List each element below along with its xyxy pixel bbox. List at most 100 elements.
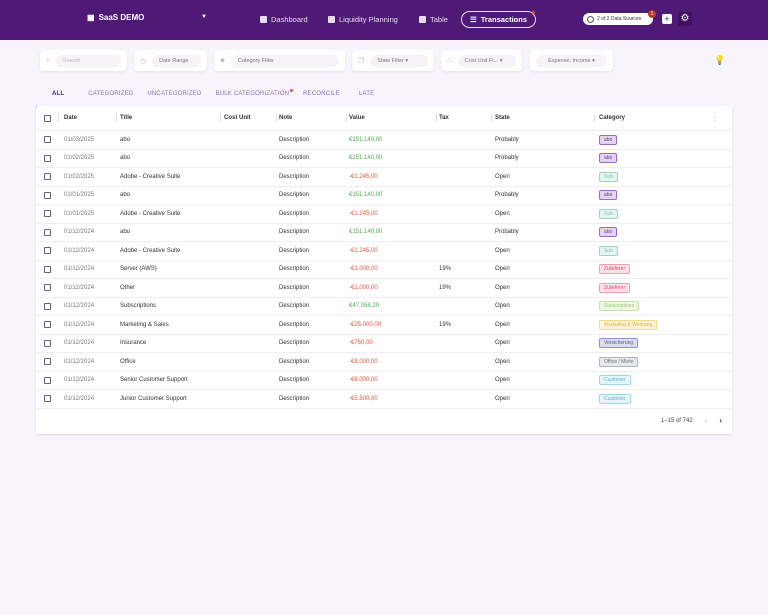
table-row[interactable]: 01/12/2024 Marketing & Sales Description -€… [36,316,732,335]
table-row[interactable]: 01/12/2024 Office Description -€8.000,00 Ope… [36,353,732,372]
row-checkbox[interactable] [44,247,51,255]
category-chip[interactable]: abo [599,153,618,164]
row-checkbox[interactable] [44,210,51,218]
column-date[interactable]: Date [64,115,78,121]
prev-page-icon[interactable]: ‹ [704,416,708,425]
date-cell: 01/12/2024 [64,266,95,273]
category-chip[interactable]: Office / Miete [599,356,639,367]
category-chip[interactable]: Customer [599,393,631,404]
search-filter[interactable]: ⌕ Search [40,50,127,71]
next-page-icon[interactable]: › [719,416,722,425]
table-row[interactable]: 01/12/2024 Junior Customer Support Descrip… [36,390,732,409]
table-row[interactable]: 01/02/2025 abo Description €151.140,00 Proba… [36,150,732,168]
gear-icon[interactable]: ⚙ [678,12,692,26]
tag-icon: ⬥ [220,56,225,64]
row-checkbox[interactable] [44,173,51,181]
clock-icon: ◷ [140,57,147,65]
nav-table[interactable]: Table [419,11,448,28]
row-checkbox[interactable] [44,339,51,347]
value-cell: -€25.000,00 [349,321,382,328]
dashboard-icon [260,16,267,23]
table-row[interactable]: 01/12/2024 abo Description €151.140,00 Proba… [36,224,732,242]
row-checkbox[interactable] [44,265,51,273]
category-chip[interactable]: abo [599,227,618,238]
lightbulb-icon[interactable]: 💡 [714,55,726,65]
category-chip[interactable]: abo [599,190,618,201]
table-row[interactable]: 01/01/2025 abo Description €151.140,00 Proba… [36,187,732,205]
nav-dashboard[interactable]: Dashboard [260,11,308,28]
transactions-table: Date Title Cost Unit Note Value Tax Stat… [36,106,732,434]
type-filter[interactable]: Expense, Income ▾ [530,50,613,71]
title-cell: abo [120,155,131,162]
category-chip[interactable]: Subscriptions [599,301,640,312]
table-row[interactable]: 01/12/2024 Insurance Description -€750,00 Op… [36,335,732,353]
state-cell: Open [495,173,510,180]
category-filter[interactable]: ⬥ Category Filter [214,50,345,71]
row-checkbox[interactable] [44,228,51,236]
tab-late[interactable]: LATE [358,91,375,97]
state-cell: Open [495,395,510,402]
category-chip[interactable]: abo [599,134,618,145]
column-menu-icon[interactable]: ⋮ [712,115,718,122]
note-cell: Description [279,358,310,365]
row-checkbox[interactable] [44,358,51,366]
tab-bulk-categorization[interactable]: BULK CATEGORIZATION [216,89,294,108]
column-value[interactable]: Value [349,115,365,121]
category-chip[interactable]: Sub [599,208,618,219]
nav-transactions[interactable]: ☰ Transactions [461,11,537,28]
note-cell: Description [279,210,310,217]
row-checkbox[interactable] [44,154,51,162]
row-checkbox[interactable] [44,376,51,384]
row-checkbox[interactable] [44,302,51,310]
nav-liquidity-planning[interactable]: Liquidity Planning [328,11,398,28]
cost-unit-filter[interactable]: ⛬ Cost Unit Fi... ▾ [441,50,522,71]
column-tax[interactable]: Tax [439,115,449,121]
add-icon[interactable]: + [662,14,672,24]
column-category[interactable]: Category [599,115,626,121]
column-divider [276,114,277,122]
column-cost-unit[interactable]: Cost Unit [224,115,251,121]
row-checkbox[interactable] [44,136,51,144]
category-chip[interactable]: Zulieferer [599,282,631,293]
category-chip[interactable]: Zulieferer [599,264,631,275]
note-cell: Description [279,247,310,254]
data-sources-button[interactable]: 2 of 2 Data Sources [583,13,653,25]
column-note[interactable]: Note [279,115,293,121]
row-checkbox[interactable] [44,321,51,329]
date-range-filter[interactable]: ◷ Date Range [134,50,207,71]
category-chip[interactable]: Customer [599,375,631,386]
table-row[interactable]: 01/01/2025 Adobe - Creative Suite Descript… [36,205,732,224]
tab-categorized[interactable]: CATEGORIZED [88,91,134,97]
column-divider [116,114,117,122]
row-checkbox[interactable] [44,284,51,292]
table-row[interactable]: 01/12/2024 Senior Customer Support Descrip… [36,372,732,390]
column-state[interactable]: State [495,115,510,121]
table-row[interactable]: 01/12/2024 Subscriptions Description €47.05… [36,298,732,316]
table-row[interactable]: 01/03/2025 abo Description €151.140,00 Proba… [36,131,732,150]
tab-uncategorized[interactable]: UNCATEGORIZED [147,91,202,97]
notification-badge: 1 [648,10,656,18]
row-checkbox[interactable] [44,395,51,403]
table-row[interactable]: 01/12/2024 Server (AWS) Description -€1.000… [36,261,732,279]
table-row[interactable]: 01/12/2024 Adobe - Creative Suite Descript… [36,242,732,261]
chevron-down-icon[interactable]: ▼ [201,14,207,20]
state-cell: Probably [495,192,519,199]
value-cell: €151.140,00 [349,192,383,199]
row-checkbox[interactable] [44,191,51,199]
category-chip[interactable]: Marketing & Werbung [599,319,658,330]
table-icon [419,16,426,23]
date-cell: 01/12/2024 [64,377,95,384]
column-title[interactable]: Title [120,115,133,121]
category-chip[interactable]: Sub [599,171,618,182]
category-chip[interactable]: Sub [599,245,618,256]
workspace-selector[interactable]: ▦ SaaS DEMO [87,13,145,22]
tab-reconcile[interactable]: RECONCILE [303,91,340,97]
column-divider [346,114,347,122]
table-row[interactable]: 01/12/2024 Other Description -€1.000,00 19% O… [36,279,732,298]
value-cell: -€8.000,00 [349,358,378,365]
table-row[interactable]: 01/02/2025 Adobe - Creative Suite Descript… [36,168,732,187]
state-cell: Open [495,210,510,217]
select-all-checkbox[interactable] [44,114,51,122]
category-chip[interactable]: Versicherung [599,338,639,349]
state-filter[interactable]: ❐ State Filter ▾ [352,50,434,71]
